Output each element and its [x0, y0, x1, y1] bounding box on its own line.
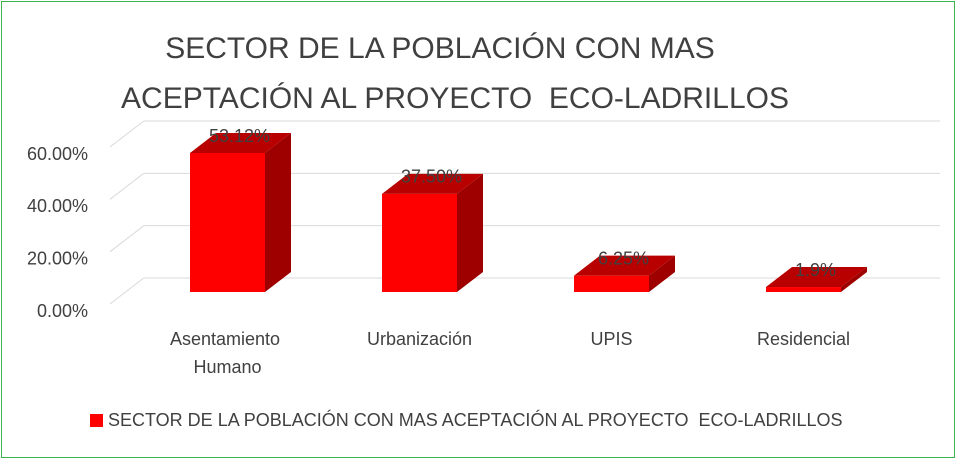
chart-title: SECTOR DE LA POBLACIÓN CON MAS [165, 32, 715, 65]
bar-top [382, 173, 483, 194]
x-tick-label: UPIS [590, 329, 632, 349]
bar [382, 193, 457, 292]
bar-top [766, 267, 867, 288]
bar-side [649, 255, 675, 292]
data-label: 1.9% [795, 260, 836, 280]
data-label: 37.50% [401, 167, 462, 187]
chart-title: ACEPTACIÓN AL PROYECTO ECO-LADRILLOS [121, 82, 789, 115]
legend-swatch [90, 414, 103, 427]
y-tick-label: 0.00% [37, 301, 88, 321]
x-tick-label: Asentamiento Humano [170, 329, 285, 377]
data-label: 6.25% [598, 248, 649, 268]
grid-line [109, 277, 145, 305]
grid-line [109, 120, 145, 148]
bar [190, 153, 265, 292]
bar [574, 275, 649, 292]
x-tick-label: Urbanización [367, 329, 472, 349]
bar-side [841, 267, 867, 292]
y-tick-label: 40.00% [27, 196, 88, 216]
y-tick-label: 60.00% [27, 144, 88, 164]
grid-line [109, 225, 145, 253]
grid-line [109, 172, 145, 200]
bar [766, 287, 841, 292]
legend-label: SECTOR DE LA POBLACIÓN CON MAS ACEPTACIÓ… [108, 409, 843, 430]
data-label: 53.12% [209, 126, 270, 146]
y-tick-label: 20.00% [27, 248, 88, 268]
bar-side [457, 173, 483, 292]
x-tick-label: Residencial [757, 329, 850, 349]
bar-top [190, 133, 291, 154]
bar-top [574, 255, 675, 276]
bar-side [265, 133, 291, 292]
